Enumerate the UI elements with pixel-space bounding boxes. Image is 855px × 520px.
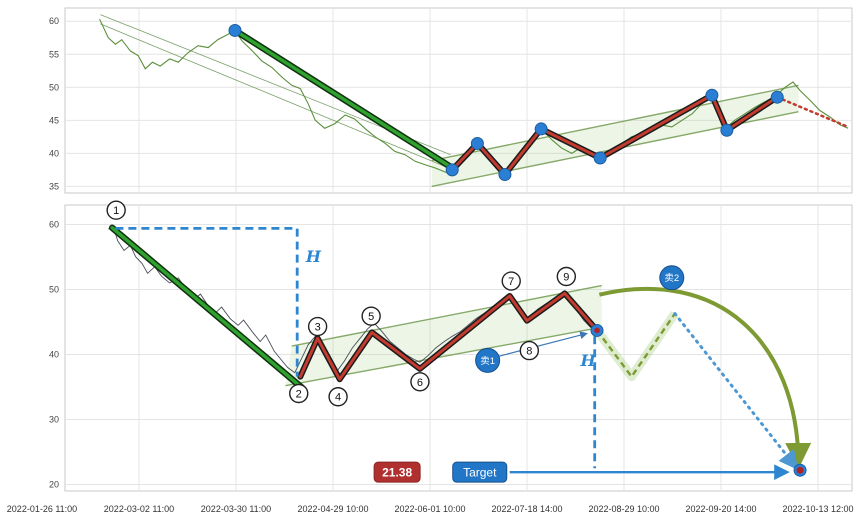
sell1-pointer-arrow (498, 331, 588, 357)
y-tick-label: 20 (49, 480, 59, 490)
wave-line (298, 291, 599, 381)
x-axis-label: 2022-06-01 10:00 (394, 504, 466, 514)
y-tick-label: 60 (49, 16, 59, 26)
wave-number-label: 8 (526, 346, 532, 358)
wave-point-marker[interactable] (228, 23, 242, 37)
y-tick-label: 50 (49, 82, 59, 92)
y-tick-label: 45 (49, 115, 59, 125)
target-point-core (796, 466, 804, 474)
trend-channel-line (431, 84, 799, 162)
sell-signal-label: 卖1 (480, 356, 495, 367)
y-tick-label: 55 (49, 49, 59, 59)
wave-number-3[interactable]: 3 (307, 316, 328, 337)
target-box[interactable]: Target (452, 461, 508, 483)
wave-number-8[interactable]: 8 (519, 340, 540, 361)
projection-band (593, 311, 679, 382)
wave-point-marker[interactable] (593, 151, 607, 165)
h-label: H (579, 351, 596, 370)
wave-number-5[interactable]: 5 (361, 306, 381, 326)
h-measure-left (115, 226, 299, 377)
downtrend-line (110, 226, 304, 390)
wave-number-label: 4 (335, 392, 341, 404)
wave-number-9[interactable]: 9 (556, 266, 577, 287)
wave-number-label: 9 (563, 271, 569, 283)
x-axis-label: 2022-01-26 11:00 (6, 504, 78, 514)
y-tick-label: 50 (49, 285, 59, 295)
y-tick-label: 35 (49, 181, 59, 191)
wave-point-marker[interactable] (470, 136, 484, 150)
wave-point-marker[interactable] (498, 168, 512, 181)
wave-point-marker[interactable] (770, 90, 784, 104)
x-axis-label: 2022-10-13 12:00 (782, 504, 854, 514)
wave-number-4[interactable]: 4 (328, 387, 348, 407)
wave-number-2[interactable]: 2 (289, 383, 309, 404)
wave-number-label: 7 (508, 276, 514, 288)
x-axis-label: 2022-03-02 11:00 (103, 504, 175, 514)
wave-dotted-tail (775, 95, 850, 129)
overview-chart: 60 55 50 45 40 35 (49, 7, 853, 194)
x-axis-label: 2022-09-20 14:00 (685, 504, 757, 514)
forecast-curve-arrow (598, 286, 812, 469)
wave-number-label: 5 (368, 311, 374, 323)
target-label: Target (463, 465, 497, 479)
trend-channel-fill (431, 85, 799, 187)
y-tick-label: 30 (49, 415, 59, 425)
trend-channel-line (291, 284, 602, 347)
wave-number-7[interactable]: 7 (501, 271, 521, 291)
wave-number-label: 6 (417, 377, 423, 389)
h-label: H (305, 247, 322, 266)
x-axis-label: 2022-03-30 11:00 (200, 504, 272, 514)
y-tick-label: 40 (49, 350, 59, 360)
x-axis-label: 2022-04-29 10:00 (297, 504, 369, 514)
wave-number-1[interactable]: 1 (106, 200, 126, 220)
wave-number-label: 2 (296, 388, 302, 400)
sell-signal-label: 卖2 (664, 273, 679, 284)
thin-trendline (100, 23, 449, 169)
wave-point-marker[interactable] (705, 88, 719, 102)
wave-point-marker[interactable] (445, 163, 459, 177)
wave-point-marker[interactable] (720, 123, 734, 137)
sell-signal-2[interactable]: 卖2 (659, 265, 685, 291)
y-tick-label: 40 (49, 148, 59, 158)
x-axis-label: 2022-07-18 14:00 (491, 504, 563, 514)
target-price-box[interactable]: 21.38 (373, 461, 421, 483)
x-axis-label: 2022-08-29 10:00 (588, 504, 660, 514)
target-price-label: 21.38 (382, 465, 412, 479)
projected-drop-arrow (673, 312, 799, 471)
analysis-chart: 60 50 40 30 20 H H 1 2 3 4 5 6 7 8 9 卖1 卖2 21.38 Target (49, 200, 853, 492)
downtrend-line (233, 28, 454, 170)
wave-number-label: 1 (113, 205, 119, 217)
last-price-marker-core (594, 327, 600, 334)
wave-number-6[interactable]: 6 (410, 372, 430, 392)
wave-number-label: 3 (315, 322, 321, 334)
wave-point-marker[interactable] (534, 122, 548, 136)
sell-signal-1[interactable]: 卖1 (475, 347, 501, 373)
y-tick-label: 60 (49, 220, 59, 230)
